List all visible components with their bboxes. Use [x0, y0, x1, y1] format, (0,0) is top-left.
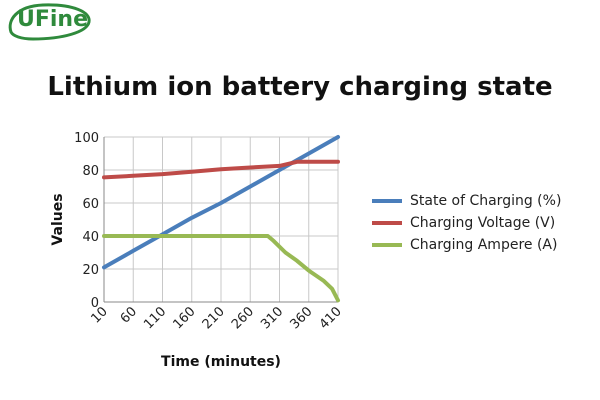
legend-item: Charging Voltage (V) — [372, 212, 561, 234]
x-tick-label: 210 — [200, 304, 228, 332]
chart-legend: State of Charging (%) Charging Voltage (V… — [372, 190, 561, 256]
x-tick-label: 410 — [317, 304, 345, 332]
series-line-3 — [102, 234, 340, 303]
legend-label: State of Charging (%) — [410, 193, 562, 209]
logo-text: UFine — [17, 7, 89, 32]
ufine-logo: UFine — [3, 2, 95, 42]
x-tick-label: 60 — [118, 304, 140, 326]
legend-label: Charging Ampere (A) — [410, 237, 558, 253]
series-line-2 — [102, 159, 340, 180]
y-tick-label: 20 — [82, 263, 99, 278]
legend-item: Charging Ampere (A) — [372, 234, 561, 256]
x-tick-label: 260 — [229, 304, 257, 332]
series-line-1 — [102, 135, 340, 270]
legend-item: State of Charging (%) — [372, 190, 561, 212]
legend-swatch — [372, 199, 402, 203]
x-tick-label: 160 — [170, 304, 198, 332]
y-tick-label: 60 — [82, 197, 99, 212]
y-tick-label: 100 — [74, 131, 99, 146]
chart-title: Lithium ion battery charging state — [47, 72, 553, 102]
legend-swatch — [372, 243, 402, 247]
x-tick-label: 310 — [258, 304, 286, 332]
legend-swatch — [372, 221, 402, 225]
y-tick-label: 40 — [82, 230, 99, 245]
x-tick-label: 110 — [141, 304, 169, 332]
y-tick-label: 80 — [82, 164, 99, 179]
y-axis-label: Values — [50, 193, 66, 245]
x-axis-label: Time (minutes) — [161, 354, 281, 370]
y-tick-label: 0 — [91, 296, 99, 311]
legend-label: Charging Voltage (V) — [410, 215, 556, 231]
logo-swoosh-icon — [8, 3, 91, 41]
x-tick-label: 360 — [287, 304, 315, 332]
